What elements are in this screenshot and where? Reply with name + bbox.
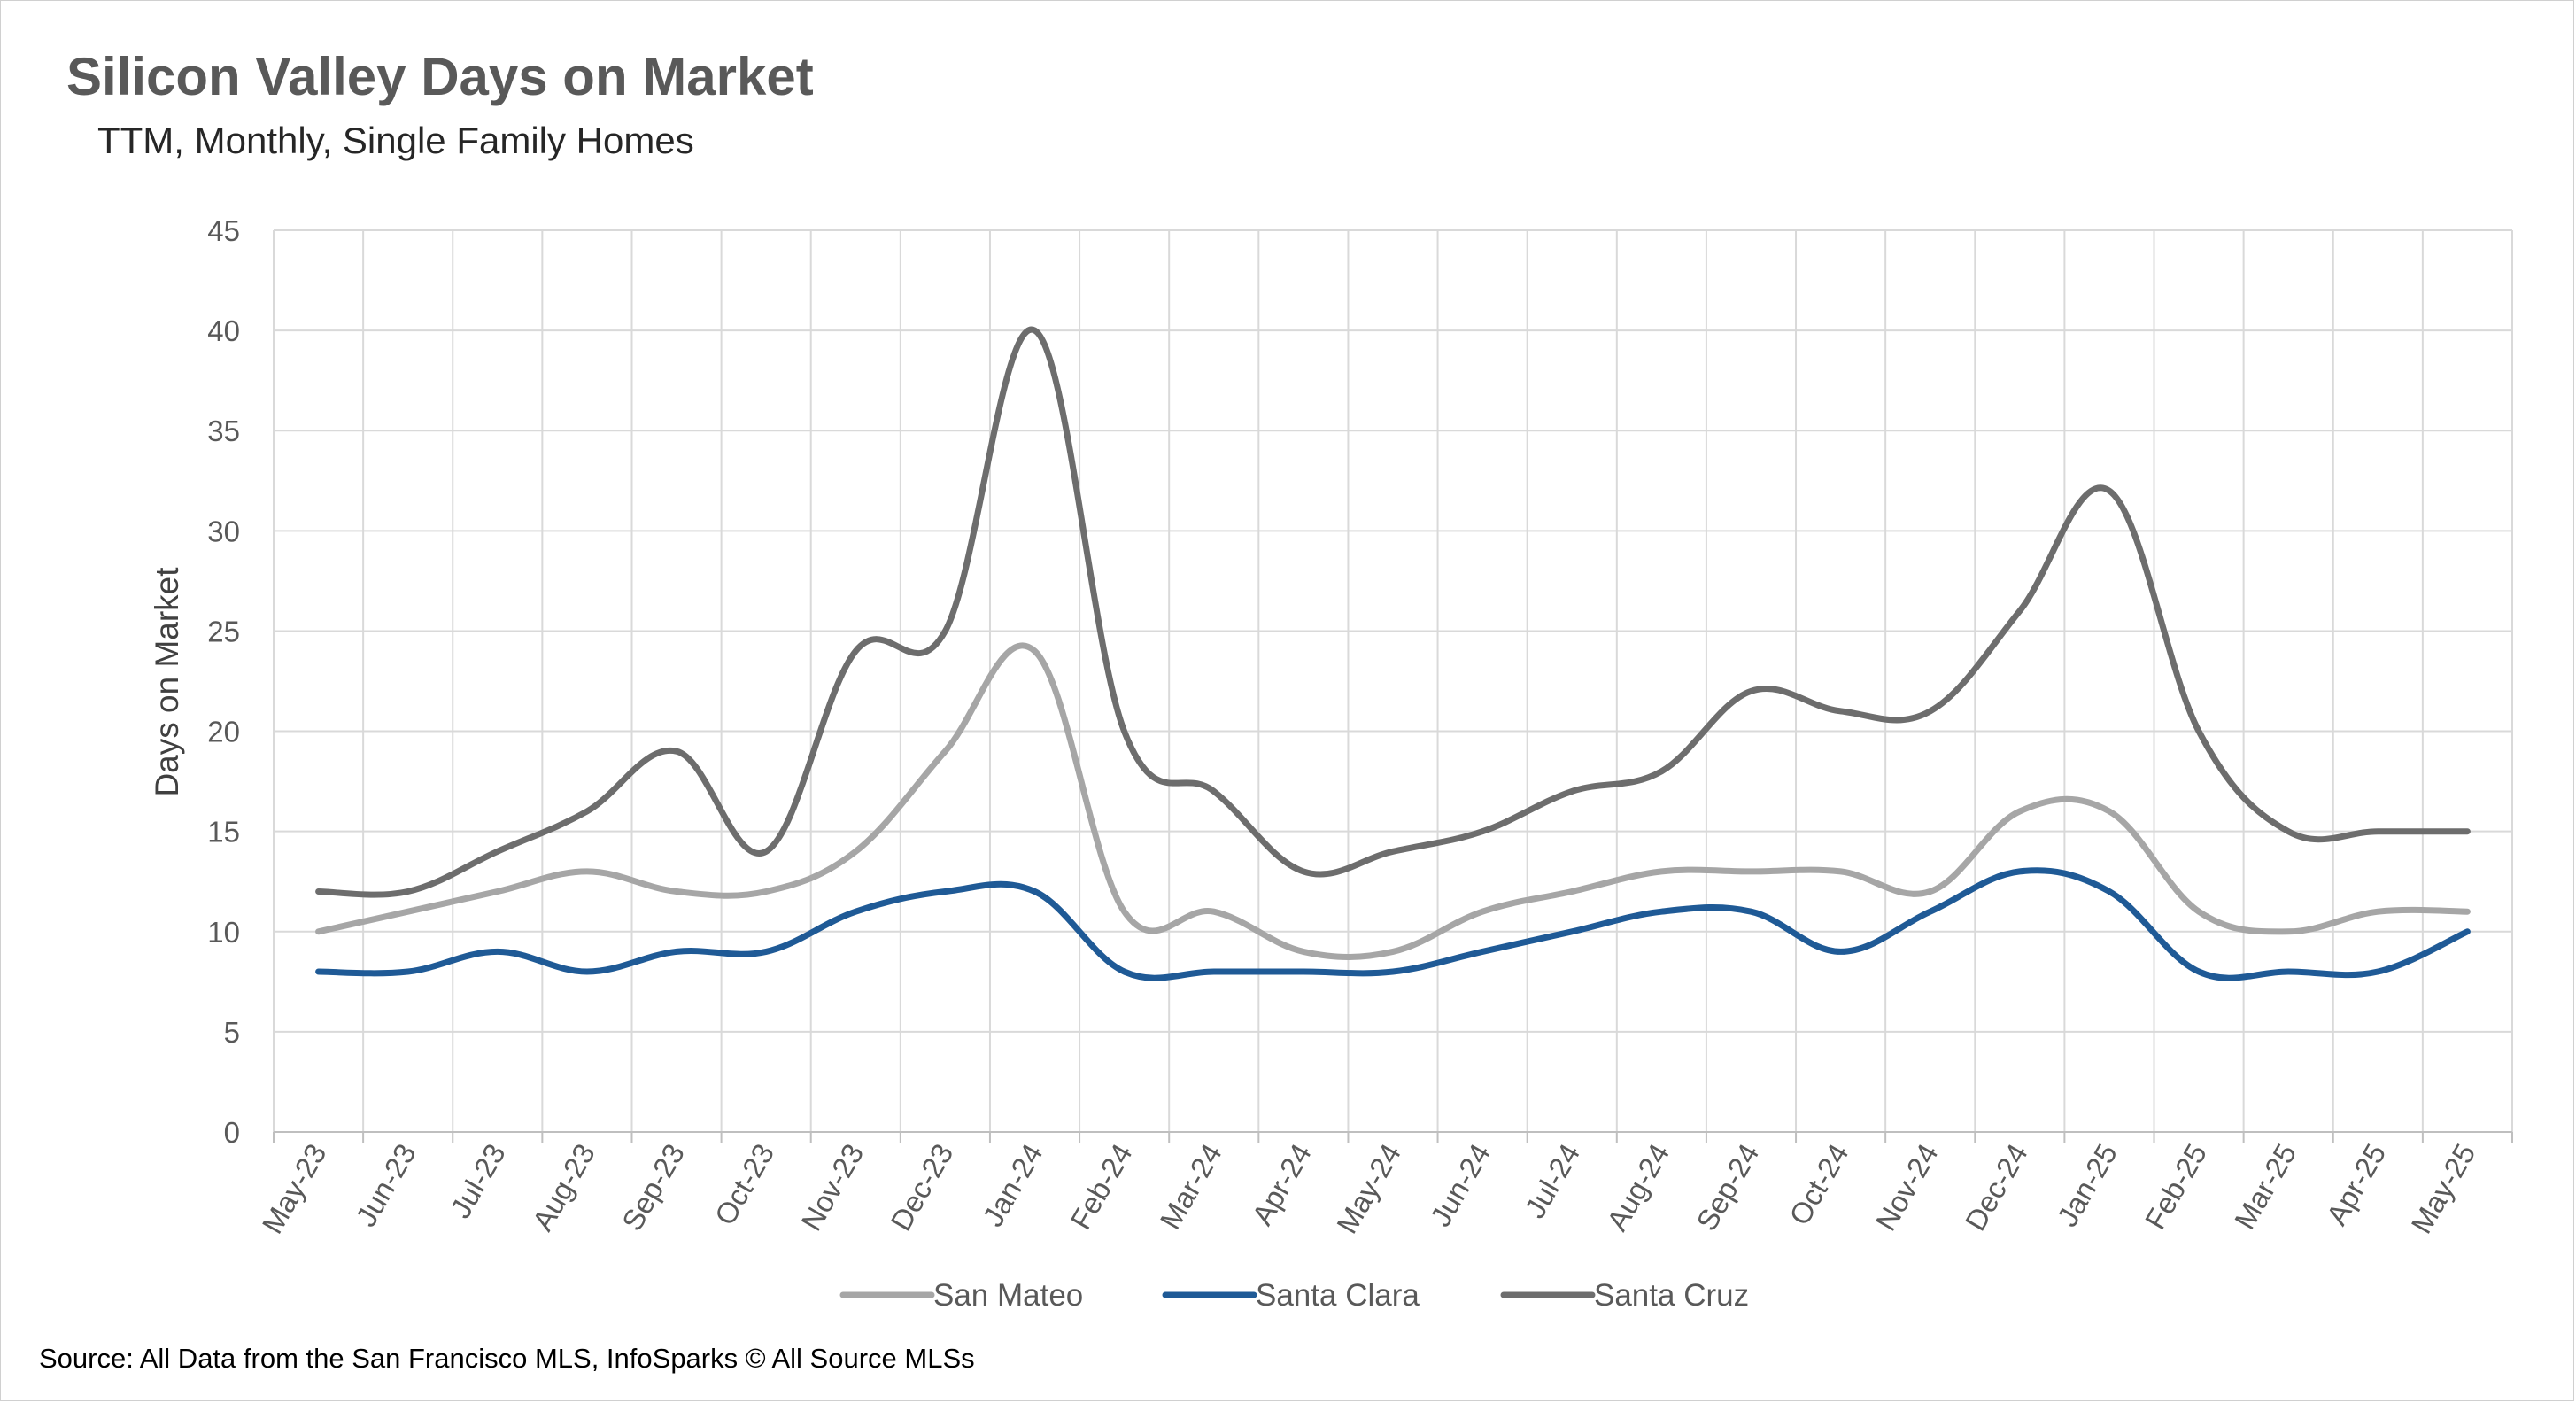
- x-tick-label: Dec-24: [1959, 1138, 2034, 1236]
- x-tick-label: Apr-24: [1245, 1138, 1318, 1230]
- grid-lines: [273, 229, 2513, 1143]
- x-tick-label: Nov-23: [794, 1138, 870, 1236]
- x-tick-label: Oct-23: [708, 1138, 781, 1230]
- y-tick-label: 45: [207, 214, 240, 247]
- y-tick-label: 25: [207, 615, 240, 647]
- x-tick-label: Aug-24: [1600, 1138, 1675, 1236]
- x-tick-label: Jul-24: [1518, 1138, 1586, 1223]
- series-lines: [315, 326, 2471, 981]
- x-tick-label: Jun-23: [349, 1138, 422, 1232]
- y-tick-label: 10: [207, 916, 240, 949]
- series-line-san-mateo: [315, 642, 2471, 960]
- x-tick-label: Sep-24: [1690, 1138, 1765, 1236]
- x-tick-label: Apr-25: [2320, 1138, 2393, 1230]
- y-axis-ticks: 0 5 10 15 20 25 30 35 40 45: [207, 214, 240, 1149]
- x-tick-label: Oct-24: [1783, 1138, 1855, 1230]
- x-tick-label: Jun-24: [1424, 1138, 1497, 1232]
- x-tick-label: Mar-25: [2228, 1138, 2302, 1235]
- legend: San Mateo Santa Clara Santa Cruz: [839, 1278, 1749, 1313]
- source-note: Source: All Data from the San Francisco …: [39, 1343, 975, 1374]
- legend-label-santa-clara: Santa Clara: [1256, 1278, 1420, 1313]
- y-tick-label: 30: [207, 515, 240, 547]
- x-tick-label: May-25: [2404, 1138, 2481, 1239]
- y-tick-label: 15: [207, 816, 240, 849]
- y-tick-label: 35: [207, 415, 240, 447]
- y-tick-label: 40: [207, 314, 240, 347]
- chart-subtitle: TTM, Monthly, Single Family Homes: [97, 120, 694, 161]
- legend-label-santa-cruz: Santa Cruz: [1594, 1278, 1749, 1313]
- y-tick-label: 5: [224, 1016, 240, 1049]
- x-axis-ticks: May-23 Jun-23 Jul-23 Aug-23 Sep-23 Oct-23 Nov-…: [256, 1138, 2482, 1239]
- series-line-santa-cruz: [315, 326, 2471, 898]
- chart-title: Silicon Valley Days on Market: [66, 47, 814, 106]
- x-tick-label: Dec-23: [884, 1138, 959, 1236]
- x-tick-label: Jan-25: [2051, 1138, 2123, 1232]
- x-tick-label: Sep-23: [615, 1138, 691, 1236]
- x-tick-label: Nov-24: [1869, 1138, 1945, 1236]
- y-tick-label: 20: [207, 716, 240, 748]
- x-tick-label: Jul-23: [444, 1138, 512, 1223]
- y-tick-label: 0: [224, 1116, 240, 1149]
- x-tick-label: Feb-25: [2139, 1138, 2213, 1235]
- x-tick-label: Mar-24: [1154, 1138, 1228, 1235]
- y-axis-title: Days on Market: [149, 567, 185, 797]
- legend-label-san-mateo: San Mateo: [933, 1278, 1083, 1313]
- x-tick-label: May-24: [1330, 1138, 1407, 1239]
- x-tick-label: Aug-23: [526, 1138, 601, 1236]
- x-tick-label: Feb-24: [1064, 1138, 1138, 1235]
- x-tick-label: Jan-24: [976, 1138, 1048, 1232]
- x-tick-label: May-23: [256, 1138, 333, 1239]
- series-line-santa-clara: [315, 867, 2471, 981]
